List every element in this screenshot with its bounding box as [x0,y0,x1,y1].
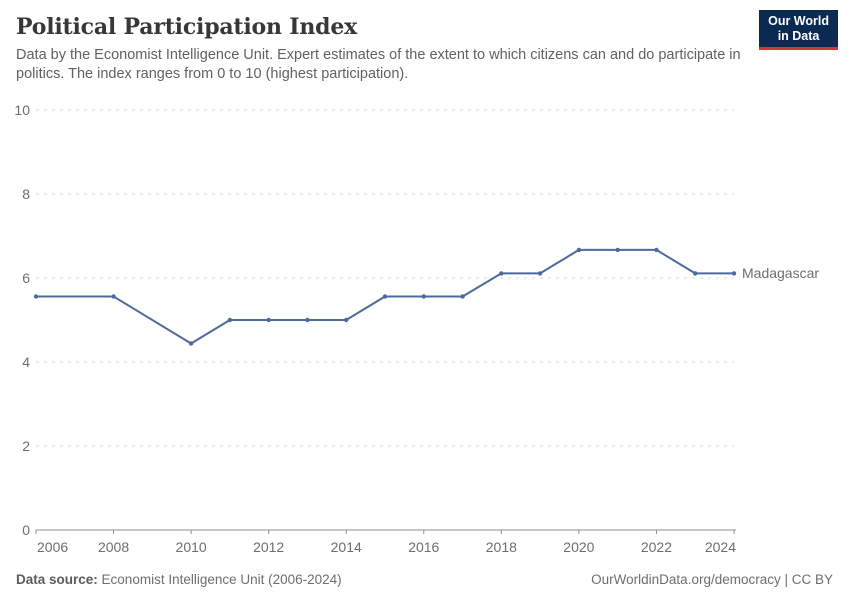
data-source-text: Economist Intelligence Unit (2006-2024) [101,572,342,587]
x-axis-label: 2018 [486,539,517,555]
y-axis-label: 4 [22,354,30,370]
data-point[interactable] [111,294,116,299]
y-axis-label: 2 [22,438,30,454]
data-point[interactable] [266,317,271,323]
y-axis-label: 10 [14,102,30,118]
owid-logo-line1: Our World [768,14,829,28]
chart-header: Political Participation Index Data by th… [16,14,756,84]
owid-logo: Our World in Data [759,10,838,50]
chart-title: Political Participation Index [16,14,358,40]
x-axis-label: 2020 [563,539,594,555]
data-point[interactable] [227,317,233,323]
line-chart[interactable]: 0 2 4 6 8 10 2006 2008 2010 2012 2014 2016 2018 2020 2… [0,0,850,560]
data-source: Data source: Economist Intelligence Unit… [16,572,342,587]
data-point[interactable] [576,247,582,253]
data-point[interactable] [731,271,737,276]
data-point[interactable] [33,294,39,299]
x-axis-label: 2016 [408,539,439,555]
data-source-label: Data source: [16,572,98,587]
data-point[interactable] [421,294,426,299]
owid-footer-link[interactable]: OurWorldinData.org/democracy | CC BY [591,572,833,587]
entity-label[interactable]: Madagascar [742,265,819,281]
x-axis-label: 2022 [641,539,672,555]
data-point[interactable] [615,247,620,253]
x-axis-label: 2006 [37,539,68,555]
data-point[interactable] [382,294,388,299]
x-axis-label: 2010 [176,539,207,555]
data-point[interactable] [654,247,659,253]
chart-footer: Data source: Economist Intelligence Unit… [16,572,833,587]
y-axis-label: 6 [22,270,30,286]
data-point[interactable] [188,341,194,346]
owid-logo-line2: in Data [777,29,820,43]
data-point[interactable] [344,317,349,323]
x-axis-label: 2012 [253,539,284,555]
data-point[interactable] [460,294,465,299]
data-point[interactable] [499,271,504,276]
data-point[interactable] [693,271,698,276]
x-axis-label: 2008 [98,539,129,555]
y-axis-label: 0 [22,522,30,538]
x-axis-label: 2014 [331,539,362,555]
x-axis-label: 2024 [705,539,736,555]
y-axis-label: 8 [22,186,30,202]
data-point[interactable] [305,317,310,323]
chart-subtitle: Data by the Economist Intelligence Unit.… [16,47,741,83]
data-point[interactable] [537,271,543,276]
